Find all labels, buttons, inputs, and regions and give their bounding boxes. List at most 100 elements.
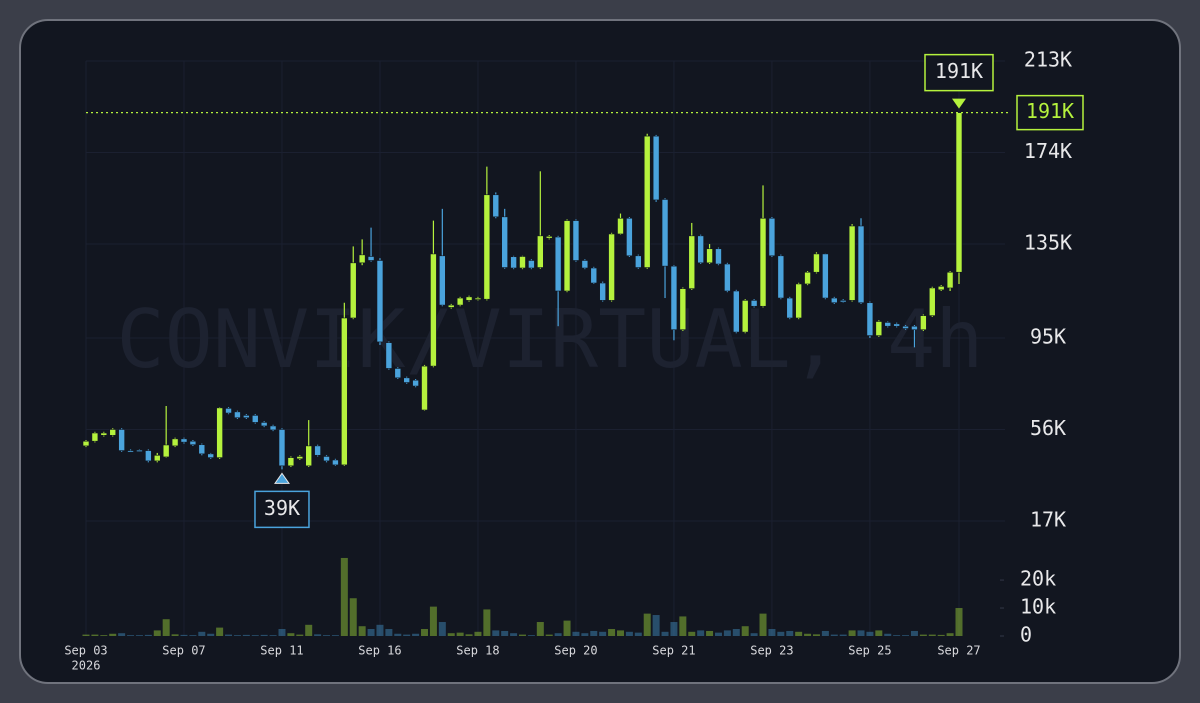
candle-body <box>349 262 357 319</box>
candle-body <box>795 283 802 319</box>
candle-body <box>893 323 900 327</box>
candle-body <box>225 408 232 414</box>
volume-bar <box>510 633 518 636</box>
volume-bar <box>706 630 714 636</box>
volume-bar <box>519 634 526 636</box>
candle-body <box>207 453 215 458</box>
volume-bar <box>153 630 161 636</box>
max-marker <box>952 98 966 109</box>
candle-body <box>715 248 722 265</box>
candle-body <box>635 255 642 268</box>
candle-body <box>884 322 892 327</box>
candle-body <box>866 302 874 336</box>
volume-bar <box>118 633 126 636</box>
volume-bar <box>652 615 660 636</box>
volume-bar <box>260 634 268 636</box>
volume-bar <box>349 598 357 636</box>
candle-body <box>305 445 313 467</box>
volume-tick-label: 20k <box>1020 567 1056 591</box>
candle-body <box>180 438 188 443</box>
volume-bar <box>501 630 509 636</box>
volume-bar <box>367 629 375 636</box>
volume-bar <box>162 619 170 636</box>
volume-bar <box>127 635 135 636</box>
last-price-box <box>1016 94 1084 131</box>
candle-body <box>216 407 223 458</box>
candle-body <box>768 217 776 257</box>
candle-body <box>189 440 197 446</box>
volume-bar <box>269 635 277 636</box>
volume-bar <box>563 620 571 636</box>
candle-body <box>332 459 339 466</box>
volume-bar <box>278 629 286 636</box>
volume-bar <box>545 634 553 636</box>
y-tick-label: 95K <box>1030 324 1066 348</box>
candle-body <box>661 199 669 267</box>
candle-body <box>777 255 785 299</box>
volume-bar <box>144 634 152 636</box>
volume-bar <box>857 630 865 636</box>
candle-body <box>830 297 838 304</box>
volume-bar <box>340 557 348 636</box>
candle-body <box>608 233 615 301</box>
candle-body <box>617 217 624 235</box>
volume-bar <box>492 630 500 636</box>
volume-bar <box>483 609 491 636</box>
candle-body <box>456 297 464 306</box>
candle-body <box>474 297 482 300</box>
volume-bar <box>554 633 562 636</box>
candle-body <box>537 235 544 268</box>
volume-bar <box>599 631 607 636</box>
volume-bar <box>251 635 259 636</box>
x-tick-label: Sep 21 <box>652 644 695 658</box>
volume-bar <box>323 635 331 636</box>
candle-body <box>581 260 589 269</box>
candle-body <box>857 225 865 304</box>
volume-bar <box>100 635 108 636</box>
candle-body <box>278 429 286 467</box>
x-tick-label: Sep 23 <box>750 644 793 658</box>
candle-body <box>706 248 713 264</box>
candle-body <box>430 253 437 367</box>
candle-body <box>501 216 508 268</box>
candle-body <box>804 271 811 285</box>
candle-body <box>153 454 161 462</box>
candle-body <box>269 425 277 431</box>
candle-body <box>510 256 517 269</box>
volume-bar <box>697 630 705 636</box>
volume-bar <box>608 629 616 636</box>
x-tick-label: Sep 18 <box>456 644 499 658</box>
candle-body <box>572 220 580 261</box>
volume-bar <box>732 629 740 636</box>
volume-bar <box>82 634 90 636</box>
volume-bar <box>447 633 455 636</box>
volume-bar <box>875 630 883 636</box>
y-tick-label: 213K <box>1024 48 1072 72</box>
candle-body <box>260 422 268 427</box>
x-year-label: 2026 <box>72 659 101 673</box>
candle-body <box>385 342 393 369</box>
volume-bar <box>171 634 179 636</box>
volume-tick-label: 10k <box>1020 595 1056 619</box>
candle-body <box>848 225 856 301</box>
candle-body <box>599 282 606 301</box>
last-price-label: 191K <box>1026 99 1074 123</box>
volume-bar <box>536 622 544 636</box>
volume-bar <box>109 633 117 636</box>
min-marker <box>274 472 290 484</box>
x-tick-label: Sep 11 <box>260 644 303 658</box>
candle-body <box>626 217 633 257</box>
volume-bar <box>625 631 633 636</box>
volume-bar <box>946 633 954 636</box>
candle-body <box>946 271 954 289</box>
volume-bar <box>394 633 402 636</box>
candle-body <box>563 220 571 292</box>
candle-body <box>465 296 473 301</box>
volume-bar <box>795 631 803 636</box>
volume-bar <box>385 629 393 636</box>
candle-body <box>679 288 687 331</box>
volume-bar <box>358 626 366 636</box>
volume-bar <box>616 630 624 636</box>
candle-body <box>109 429 117 436</box>
